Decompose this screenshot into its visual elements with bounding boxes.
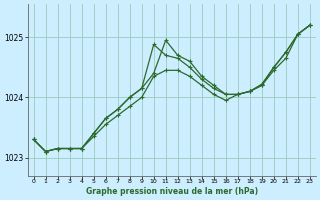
X-axis label: Graphe pression niveau de la mer (hPa): Graphe pression niveau de la mer (hPa)	[86, 187, 258, 196]
